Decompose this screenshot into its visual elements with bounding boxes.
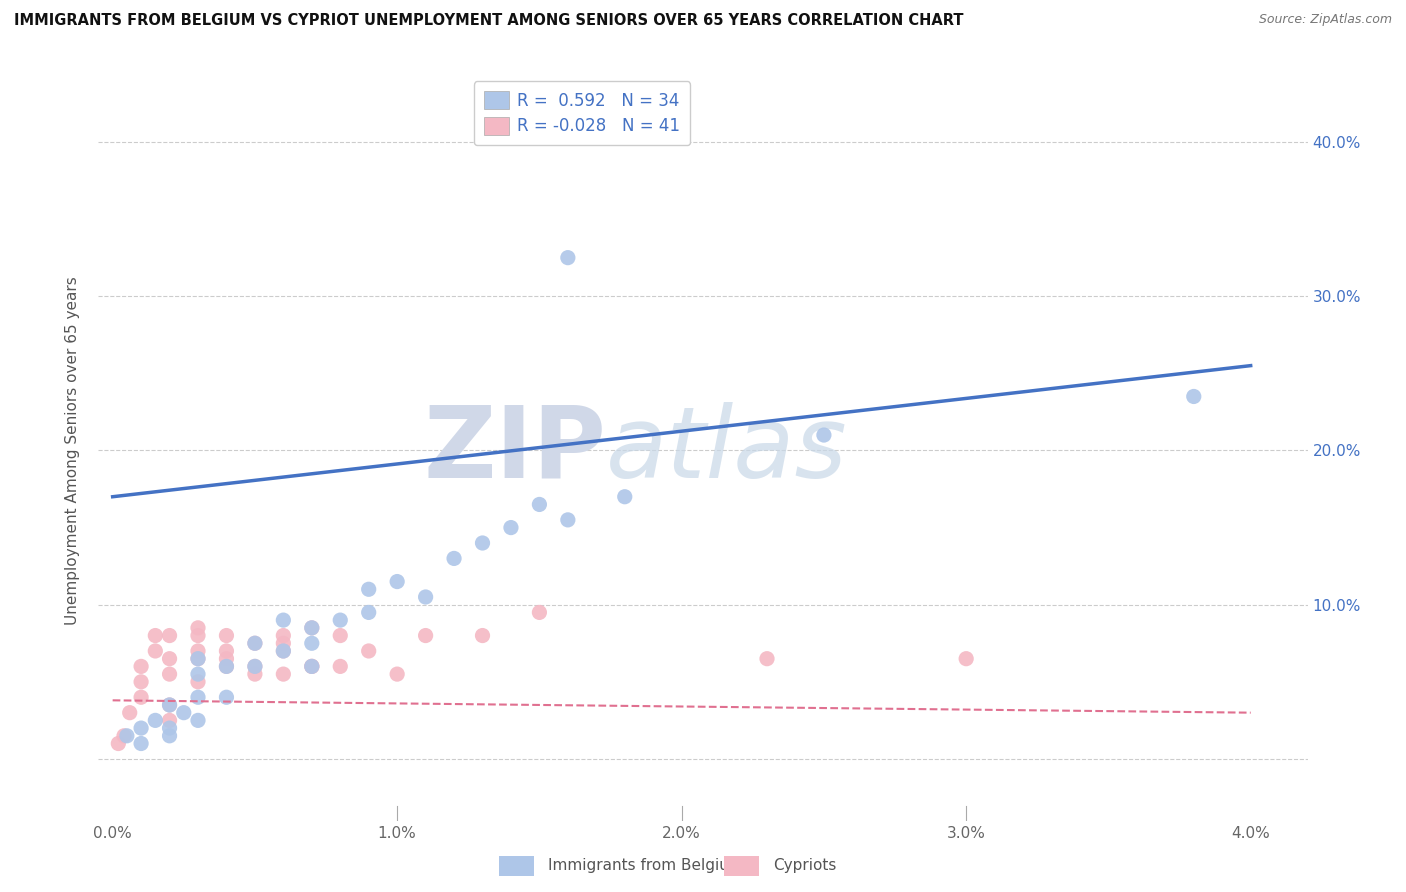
Point (301, 659, 323, 673)
Point (357, 606, 380, 620)
Point (159, 729, 181, 743)
Legend: R =  0.592   N = 34, R = -0.028   N = 41: R = 0.592 N = 34, R = -0.028 N = 41 (474, 81, 690, 145)
Point (613, 490, 636, 504)
Point (243, 636, 266, 650)
Point (273, 644, 295, 658)
Point (187, 690, 209, 705)
Point (143, 714, 166, 728)
Point (301, 621, 323, 635)
Y-axis label: Unemployment Among Seniors over 65 years: Unemployment Among Seniors over 65 years (65, 277, 80, 624)
Point (499, 520, 522, 534)
Point (129, 659, 152, 673)
Point (273, 667, 295, 681)
Point (159, 698, 181, 712)
Point (357, 582, 380, 597)
Point (129, 674, 152, 689)
Point (129, 737, 152, 751)
Point (159, 714, 181, 728)
Point (357, 644, 380, 658)
Point (243, 667, 266, 681)
Point (187, 714, 209, 728)
Point (215, 659, 238, 673)
Point (557, 251, 579, 265)
Text: IMMIGRANTS FROM BELGIUM VS CYPRIOT UNEMPLOYMENT AMONG SENIORS OVER 65 YEARS CORR: IMMIGRANTS FROM BELGIUM VS CYPRIOT UNEMP… (14, 13, 963, 29)
Point (385, 574, 408, 589)
Point (273, 613, 295, 627)
Point (529, 498, 551, 512)
Point (143, 644, 166, 658)
Point (756, 651, 779, 665)
Point (187, 621, 209, 635)
Point (187, 667, 209, 681)
Point (813, 428, 835, 442)
Point (273, 644, 295, 658)
Point (159, 651, 181, 665)
Point (159, 667, 181, 681)
Point (215, 659, 238, 673)
Point (471, 628, 494, 642)
Point (273, 636, 295, 650)
Point (173, 706, 195, 720)
Point (143, 628, 166, 642)
Text: ZIP: ZIP (423, 402, 606, 499)
Text: atlas: atlas (606, 402, 848, 499)
Point (107, 737, 129, 751)
Point (329, 628, 352, 642)
Point (215, 628, 238, 642)
Point (557, 513, 579, 527)
Point (159, 721, 181, 735)
Point (415, 628, 437, 642)
Point (187, 674, 209, 689)
Point (329, 613, 352, 627)
Point (129, 721, 152, 735)
Point (129, 690, 152, 705)
Point (273, 628, 295, 642)
Point (301, 636, 323, 650)
Point (329, 659, 352, 673)
Point (215, 690, 238, 705)
Point (112, 729, 135, 743)
Point (443, 551, 465, 566)
Point (301, 621, 323, 635)
Text: Cypriots: Cypriots (773, 858, 837, 872)
Point (118, 706, 141, 720)
Point (215, 644, 238, 658)
Point (187, 644, 209, 658)
Text: Immigrants from Belgium: Immigrants from Belgium (548, 858, 744, 872)
Point (301, 659, 323, 673)
Point (243, 659, 266, 673)
Point (1182, 389, 1205, 403)
Point (159, 698, 181, 712)
Point (187, 628, 209, 642)
Point (243, 659, 266, 673)
Point (215, 651, 238, 665)
Text: Source: ZipAtlas.com: Source: ZipAtlas.com (1258, 13, 1392, 27)
Point (115, 729, 138, 743)
Point (187, 651, 209, 665)
Point (187, 651, 209, 665)
Point (415, 590, 437, 604)
Point (955, 651, 977, 665)
Point (385, 667, 408, 681)
Point (529, 606, 551, 620)
Point (471, 536, 494, 550)
Point (243, 636, 266, 650)
Point (301, 659, 323, 673)
Point (159, 628, 181, 642)
